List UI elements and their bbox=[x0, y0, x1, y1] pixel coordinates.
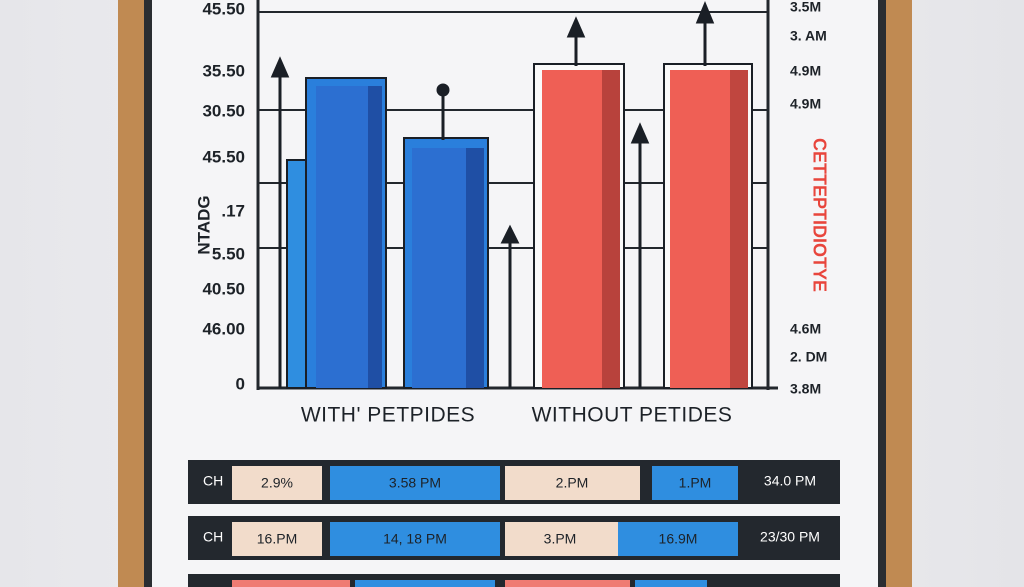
right-axis: 3.5M 3. AM 4.9M 4.9M 4.6M 2. DM 3.8M CET… bbox=[790, 0, 829, 397]
cell: 2.PM bbox=[556, 475, 589, 491]
axis-label: 4.9M bbox=[790, 96, 821, 112]
axis-label: 30.50 bbox=[202, 101, 245, 120]
axis-label: 3.5M bbox=[790, 0, 821, 15]
category-label: WITHOUT PETIDES bbox=[532, 404, 733, 427]
cell: 2.9% bbox=[261, 475, 293, 491]
axis-label: 2. DM bbox=[790, 349, 827, 365]
cell: 3.PM bbox=[544, 531, 577, 547]
axis-label: 4.9M bbox=[790, 63, 821, 79]
cell: 3.58 PM bbox=[389, 475, 441, 491]
axis-label: 5.50 bbox=[212, 244, 245, 263]
bars bbox=[286, 63, 753, 389]
cell: 34.0 PM bbox=[764, 473, 816, 489]
arrows bbox=[270, 1, 715, 388]
axis-label: 4.6M bbox=[790, 321, 821, 337]
cell: 16.PM bbox=[257, 531, 297, 547]
axis-label: 3.8M bbox=[790, 381, 821, 397]
category-label: WITH' PETPIDES bbox=[301, 404, 475, 427]
table-text: CH 2.9% 3.58 PM 2.PM 1.PM 34.0 PM CH 16.… bbox=[203, 473, 820, 547]
table bbox=[188, 460, 840, 587]
axis-label: 46.00 bbox=[202, 319, 245, 338]
cell: CH bbox=[203, 473, 223, 489]
axis-label: .17 bbox=[221, 201, 245, 220]
axis-label: 3. AM bbox=[790, 28, 827, 44]
axis-label: 45.50 bbox=[202, 0, 245, 18]
cell: CH bbox=[203, 529, 223, 545]
right-axis-title: CETTEPTIDIOTYE bbox=[809, 138, 829, 292]
axis-label: 40.50 bbox=[202, 279, 245, 298]
left-axis-title: NTADG bbox=[194, 195, 213, 254]
axis-label: 0 bbox=[236, 374, 245, 393]
axis-label: 35.50 bbox=[202, 61, 245, 80]
cell: 1.PM bbox=[679, 475, 712, 491]
cell: 23/30 PM bbox=[760, 529, 820, 545]
left-axis: 45.50 35.50 30.50 45.50 .17 5.50 40.50 4… bbox=[194, 0, 245, 393]
cell: 16.9M bbox=[659, 531, 698, 547]
cell: 14, 18 PM bbox=[383, 531, 447, 547]
axis-label: 45.50 bbox=[202, 147, 245, 166]
